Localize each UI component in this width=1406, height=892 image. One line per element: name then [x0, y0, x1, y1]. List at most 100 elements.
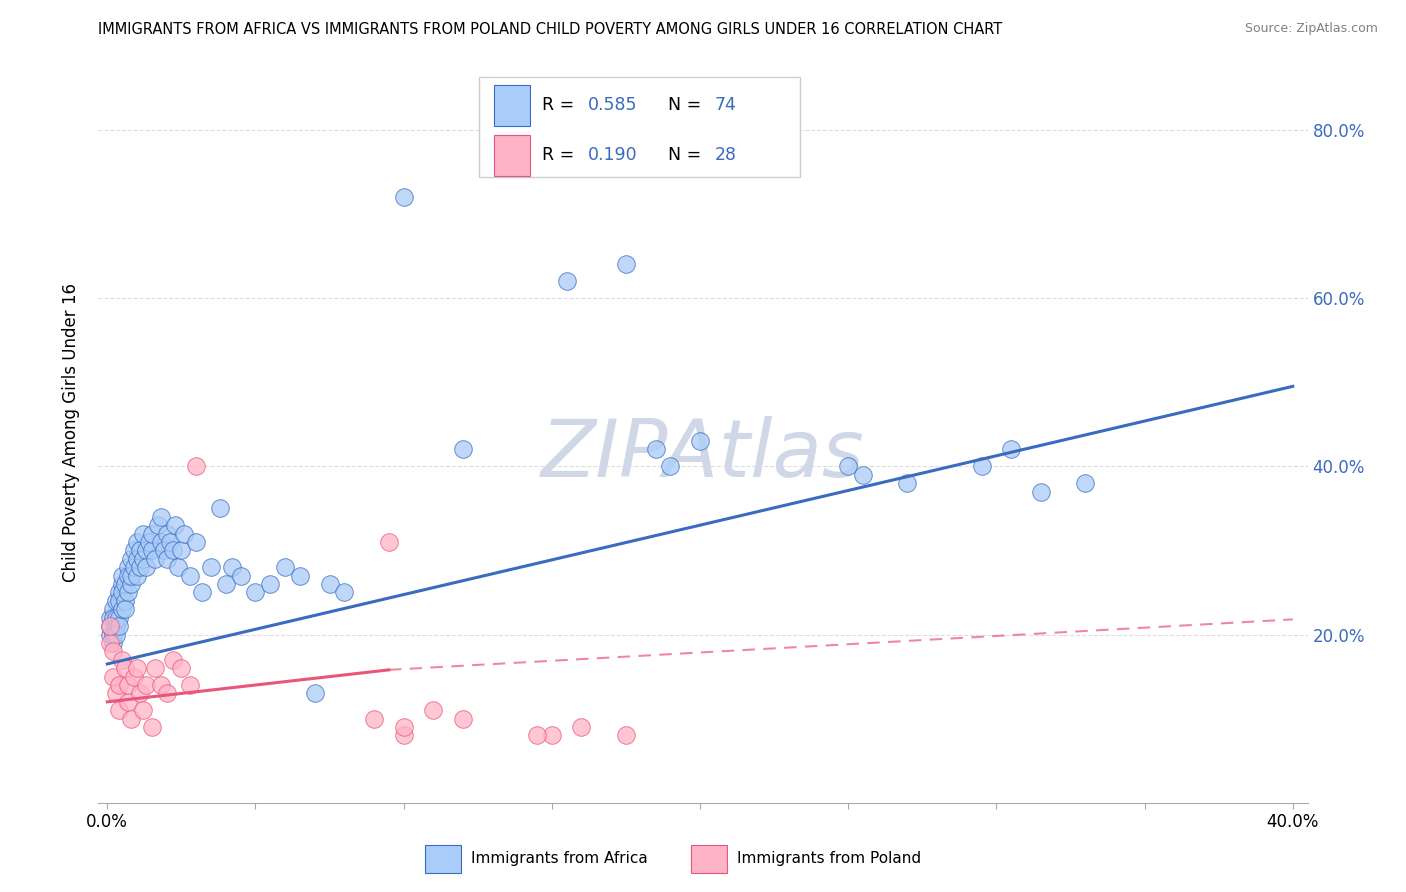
Point: [304, 686, 326, 700]
Point: [135, 560, 157, 574]
Point: [125, 568, 148, 582]
Point: [103, 627, 125, 641]
Point: [98, 619, 121, 633]
Point: [155, 526, 177, 541]
Text: IMMIGRANTS FROM AFRICA VS IMMIGRANTS FROM POLAND CHILD POVERTY AMONG GIRLS UNDER: IMMIGRANTS FROM AFRICA VS IMMIGRANTS FRO…: [98, 22, 1002, 37]
Point: [98, 610, 121, 624]
Point: [170, 661, 193, 675]
Point: [526, 729, 548, 743]
Point: [117, 695, 139, 709]
Point: [111, 568, 134, 582]
Point: [105, 610, 128, 624]
Point: [571, 720, 593, 734]
Point: [111, 602, 134, 616]
Point: [689, 434, 711, 448]
Point: [162, 543, 184, 558]
Point: [149, 678, 172, 692]
Point: [98, 627, 121, 641]
Point: [111, 653, 134, 667]
Point: [970, 459, 993, 474]
Point: [103, 670, 125, 684]
Point: [117, 585, 139, 599]
FancyBboxPatch shape: [494, 85, 530, 126]
Text: 74: 74: [716, 96, 737, 114]
Point: [122, 560, 145, 574]
Point: [122, 543, 145, 558]
Point: [221, 560, 243, 574]
FancyBboxPatch shape: [690, 845, 727, 873]
Point: [120, 712, 142, 726]
Point: [159, 535, 181, 549]
Point: [108, 703, 131, 717]
Point: [659, 459, 682, 474]
Point: [108, 619, 131, 633]
Point: [837, 459, 859, 474]
Point: [132, 551, 155, 566]
Point: [191, 585, 214, 599]
Point: [143, 661, 166, 675]
Point: [155, 551, 177, 566]
Point: [186, 535, 208, 549]
Point: [103, 602, 125, 616]
Point: [122, 670, 145, 684]
Text: ZIPAtlas: ZIPAtlas: [541, 416, 865, 494]
Point: [274, 560, 297, 574]
Point: [114, 577, 136, 591]
Text: R =: R =: [543, 96, 579, 114]
Point: [105, 627, 128, 641]
Point: [152, 543, 174, 558]
Point: [125, 535, 148, 549]
Point: [170, 543, 193, 558]
Point: [141, 526, 163, 541]
Point: [98, 619, 121, 633]
Point: [392, 720, 415, 734]
Point: [288, 568, 311, 582]
Point: [215, 577, 238, 591]
Point: [422, 703, 444, 717]
Point: [138, 535, 160, 549]
Point: [173, 526, 195, 541]
FancyBboxPatch shape: [494, 135, 530, 176]
Point: [117, 568, 139, 582]
Point: [1000, 442, 1022, 457]
Point: [149, 509, 172, 524]
Text: 0.190: 0.190: [588, 146, 638, 164]
Point: [120, 577, 142, 591]
Point: [108, 594, 131, 608]
Point: [146, 518, 169, 533]
Point: [614, 257, 637, 271]
Text: Source: ZipAtlas.com: Source: ZipAtlas.com: [1244, 22, 1378, 36]
Point: [98, 636, 121, 650]
Point: [149, 535, 172, 549]
Point: [132, 703, 155, 717]
Text: N =: N =: [657, 96, 707, 114]
Text: 0.585: 0.585: [588, 96, 638, 114]
Point: [114, 602, 136, 616]
Point: [141, 543, 163, 558]
Point: [852, 467, 875, 482]
Point: [1074, 476, 1097, 491]
Point: [378, 535, 401, 549]
Point: [186, 459, 208, 474]
Text: R =: R =: [543, 146, 579, 164]
Point: [333, 585, 356, 599]
Text: 28: 28: [716, 146, 737, 164]
Point: [103, 644, 125, 658]
FancyBboxPatch shape: [425, 845, 461, 873]
Point: [318, 577, 340, 591]
Point: [105, 594, 128, 608]
Point: [162, 653, 184, 667]
Point: [125, 551, 148, 566]
Point: [111, 577, 134, 591]
Point: [392, 729, 415, 743]
Text: Immigrants from Africa: Immigrants from Africa: [471, 851, 648, 866]
Point: [129, 543, 152, 558]
Point: [120, 551, 142, 566]
Point: [451, 442, 474, 457]
Point: [111, 585, 134, 599]
Point: [451, 712, 474, 726]
Point: [229, 568, 252, 582]
Point: [135, 678, 157, 692]
Point: [125, 661, 148, 675]
Point: [363, 712, 385, 726]
